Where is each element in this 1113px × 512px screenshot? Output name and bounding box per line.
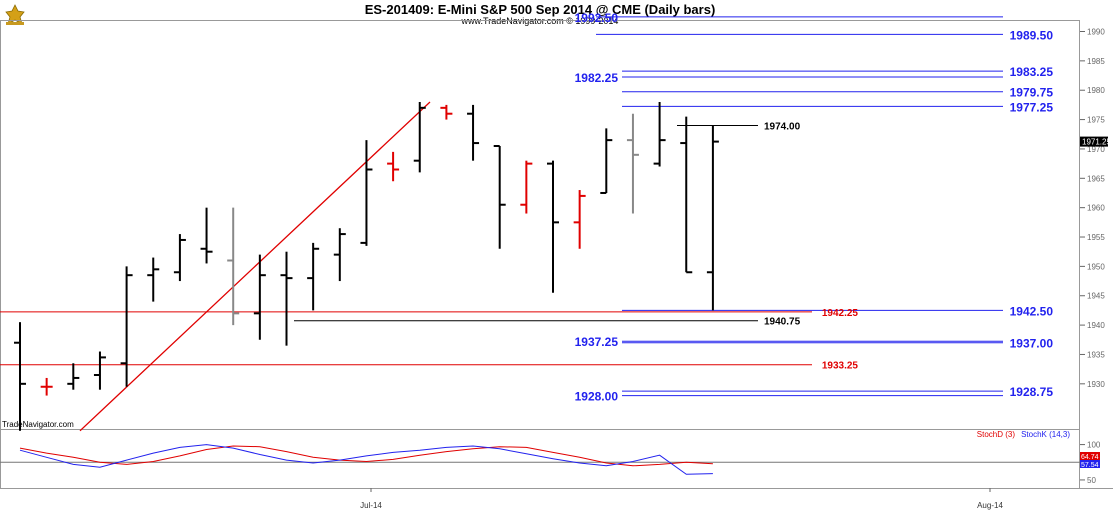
level-label-blue: 1983.25 — [1010, 65, 1054, 79]
y-tick-label: 1940 — [1087, 321, 1105, 330]
level-label-blue: 1982.25 — [575, 71, 619, 85]
y-tick-label: 1960 — [1087, 204, 1105, 213]
level-label-blue: 1928.75 — [1010, 385, 1054, 399]
level-label-black: 1940.75 — [764, 317, 801, 328]
y-tick-label: 1950 — [1087, 262, 1105, 271]
y-tick-label: 1975 — [1087, 116, 1105, 125]
stoch-y-tick-label: 100 — [1087, 441, 1101, 450]
trend-line — [79, 101, 431, 432]
level-label-blue: 1979.75 — [1010, 86, 1054, 100]
stoch-panel-frame — [0, 429, 1080, 489]
y-tick-label: 1930 — [1087, 380, 1105, 389]
level-label-blue: 1937.00 — [1010, 337, 1054, 351]
y-tick-label: 1985 — [1087, 57, 1105, 66]
y-tick-label: 1965 — [1087, 174, 1105, 183]
chart-title: ES-201409: E-Mini S&P 500 Sep 2014 @ CME… — [364, 2, 716, 17]
level-label-blue: 1992.50 — [575, 11, 619, 25]
last-price-box — [1080, 136, 1108, 147]
level-label-red: 1942.25 — [822, 308, 859, 319]
stoch-d-last-box — [1080, 452, 1100, 460]
stoch-legend-d: StochD (3) — [977, 430, 1016, 439]
stoch-k-last-box — [1080, 460, 1100, 468]
watermark-text: TradeNavigator.com — [2, 420, 74, 429]
y-tick-label: 1935 — [1087, 350, 1105, 359]
y-tick-label: 1970 — [1087, 145, 1105, 154]
y-tick-label: 1945 — [1087, 292, 1105, 301]
level-label-blue: 1937.25 — [575, 335, 619, 349]
stoch-y-tick-label: 50 — [1087, 476, 1096, 485]
last-price-label: 1971.25 — [1082, 138, 1111, 147]
stoch-d-last-label: 64.74 — [1081, 454, 1099, 461]
level-label-blue: 1989.50 — [1010, 28, 1054, 42]
level-label-blue: 1928.00 — [575, 390, 619, 404]
stoch-d-line — [19, 445, 713, 467]
x-tick-label: Jul-14 — [360, 501, 382, 510]
level-label-blue: 1977.25 — [1010, 100, 1054, 114]
stoch-legend-k: StochK (14,3) — [1021, 430, 1070, 439]
y-tick-label: 1955 — [1087, 233, 1105, 242]
stoch-k-last-label: 57.54 — [1081, 462, 1099, 469]
stoch-k-line — [19, 444, 713, 475]
level-label-red: 1933.25 — [822, 361, 859, 372]
level-label-blue: 1942.50 — [1010, 304, 1054, 318]
x-tick-label: Aug-14 — [977, 501, 1003, 510]
y-tick-label: 1990 — [1087, 28, 1105, 37]
y-tick-label: 1980 — [1087, 86, 1105, 95]
level-label-black: 1974.00 — [764, 121, 801, 132]
price-panel-frame — [0, 20, 1080, 430]
